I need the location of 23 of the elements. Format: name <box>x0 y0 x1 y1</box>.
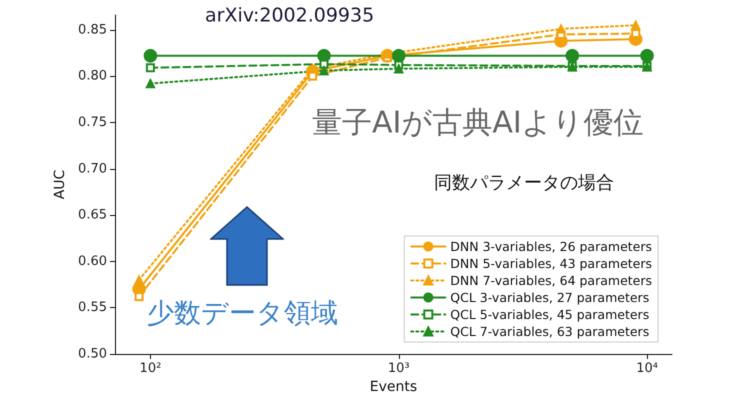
x-axis-title: Events <box>370 378 418 395</box>
legend-label: QCL 7-variables, 63 parameters <box>450 324 650 339</box>
legend-label: DNN 5-variables, 43 parameters <box>450 256 652 271</box>
x-tick-label: 10² <box>140 361 162 376</box>
annotation: arXiv:2002.09935 <box>205 4 374 26</box>
legend-label: QCL 5-variables, 45 parameters <box>450 307 650 322</box>
annotation: 少数データ領域 <box>147 298 338 329</box>
y-tick-label: 0.80 <box>78 68 107 84</box>
y-tick-label: 0.55 <box>78 300 107 316</box>
y-tick-label: 0.65 <box>78 208 107 223</box>
y-tick-label: 0.60 <box>78 254 107 269</box>
legend-title: 同数パラメータの場合 <box>434 172 614 194</box>
legend-label: QCL 3-variables, 27 parameters <box>450 290 650 305</box>
x-tick-label: 10³ <box>388 361 410 376</box>
y-tick-label: 0.75 <box>78 114 107 130</box>
y-axis-title: AUC <box>52 169 68 200</box>
y-tick-label: 0.70 <box>78 161 107 176</box>
legend-label: DNN 7-variables, 64 parameters <box>450 273 652 288</box>
legend-label: DNN 3-variables, 26 parameters <box>450 239 652 254</box>
y-tick-label: 0.85 <box>78 22 107 38</box>
annotation: 量子AIが古典AIより優位 <box>312 106 644 140</box>
y-tick-label: 0.50 <box>78 346 107 362</box>
x-tick-label: 10⁴ <box>636 361 658 376</box>
